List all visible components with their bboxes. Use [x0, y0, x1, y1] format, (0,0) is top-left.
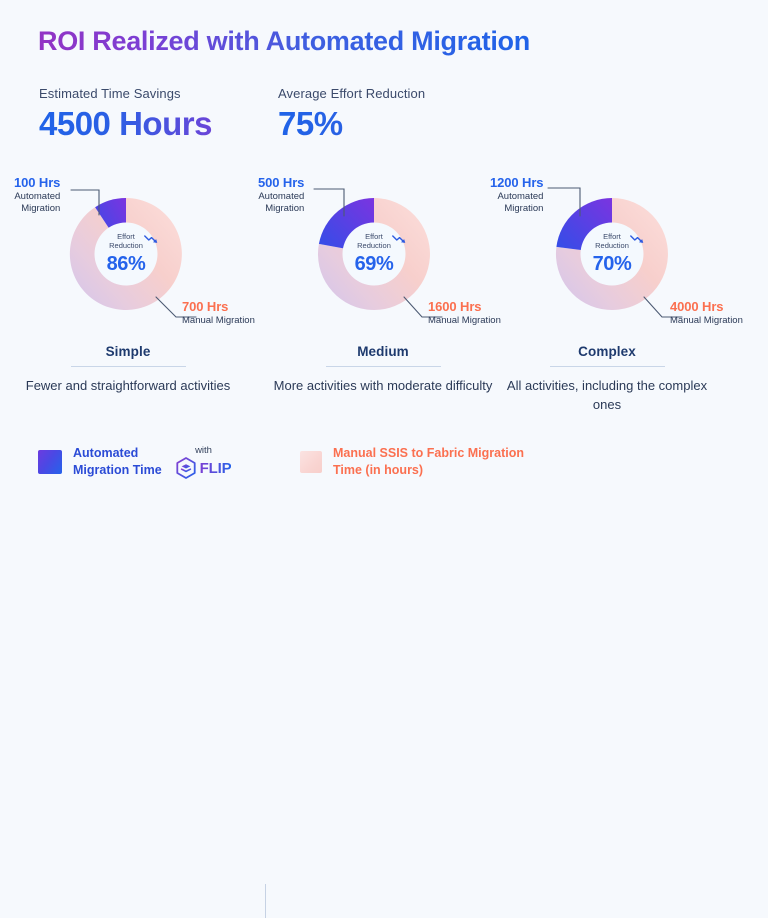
kpi-average-effort-reduction: Average Effort Reduction 75%	[278, 86, 425, 143]
category-rule	[70, 366, 186, 367]
legend-item-manual: Manual SSIS to Fabric Migration Time (in…	[300, 445, 524, 479]
legend-label-line2: Time (in hours)	[333, 462, 424, 477]
donut-graphic: Effort Reduction 69%	[310, 190, 438, 318]
callout-sub-line2: Migration	[265, 202, 305, 214]
category-rule	[549, 366, 665, 367]
kpi-value: 4500 Hours	[39, 105, 212, 142]
callout-sub-line2: Migration	[21, 202, 61, 214]
kpi-estimated-time-savings: Estimated Time Savings 4500 Hours	[39, 86, 212, 143]
legend-item-automated: Automated Migration Time with	[38, 445, 232, 479]
legend: Automated Migration Time with	[0, 440, 768, 918]
donut-graphic: Effort Reduction 70%	[548, 190, 676, 318]
donut-hole	[342, 222, 406, 286]
donut-graphic: Effort Reduction 86%	[62, 190, 190, 318]
donut-chart-simple: Effort Reduction 86% 100 Hrs Automated	[0, 168, 256, 338]
callout-automated: 100 Hrs Automated Migration	[14, 175, 61, 215]
callout-hours: 4000 Hrs	[670, 299, 724, 314]
kpi-label: Average Effort Reduction	[278, 86, 426, 101]
category-complex: Complex All activities, including the co…	[492, 344, 722, 415]
category-rule	[325, 366, 441, 367]
category-medium: Medium More activities with moderate dif…	[268, 344, 498, 396]
callout-hours: 1600 Hrs	[428, 299, 482, 314]
callout-sub-line2: Migration	[504, 202, 544, 214]
category-description: More activities with moderate difficulty	[273, 378, 493, 393]
callout-automated: 1200 Hrs Automated Migration	[490, 175, 544, 215]
category-title: Simple	[105, 344, 151, 359]
kpi-value: 75%	[278, 105, 425, 143]
donut-svg	[317, 198, 430, 310]
page-title: ROI Realized with Automated Migration	[38, 26, 530, 56]
callout-sub: Manual Migration	[182, 314, 255, 326]
callout-manual: 1600 Hrs Manual Migration	[428, 299, 501, 327]
brand-logo-row: FLIP	[176, 457, 232, 479]
callout-hours: 100 Hrs	[14, 175, 61, 190]
legend-label-line2: Migration Time	[73, 463, 162, 477]
category-title: Medium	[357, 344, 409, 359]
brand-name: FLIP	[199, 459, 232, 477]
donut-hole	[94, 222, 158, 286]
brand-block: with FLIP	[176, 445, 232, 479]
category-title: Complex	[578, 344, 636, 359]
category-simple: Simple Fewer and straightforward activit…	[13, 344, 243, 396]
donut-hole	[580, 222, 644, 286]
callout-hours: 500 Hrs	[258, 175, 305, 190]
flip-hexagon-logo-icon	[176, 457, 196, 479]
callout-hours: 700 Hrs	[182, 299, 229, 314]
kpi-label: Estimated Time Savings	[39, 86, 181, 101]
legend-label-line1: Manual SSIS to Fabric Migration	[333, 446, 524, 460]
legend-label-manual: Manual SSIS to Fabric Migration Time (in…	[333, 445, 524, 479]
legend-label-automated: Automated Migration Time	[73, 445, 162, 479]
callout-hours: 1200 Hrs	[490, 175, 544, 190]
category-description: Fewer and straightforward activities	[25, 378, 231, 393]
callout-manual: 4000 Hrs Manual Migration	[670, 299, 743, 327]
donut-chart-row: Effort Reduction 86% 100 Hrs Automated	[0, 168, 768, 338]
legend-divider	[265, 884, 266, 918]
callout-sub: Manual Migration	[428, 314, 501, 326]
callout-sub-line1: Automated	[497, 190, 544, 202]
infographic-root: ROI Realized with Automated Migration Es…	[0, 26, 768, 918]
legend-swatch-manual-icon	[300, 450, 322, 473]
callout-manual: 700 Hrs Manual Migration	[182, 299, 255, 327]
donut-svg	[555, 197, 668, 310]
donut-chart-medium: Effort Reduction 69% 500 Hrs Automated	[248, 168, 504, 338]
callout-sub-line1: Automated	[258, 190, 305, 202]
callout-sub: Manual Migration	[670, 314, 743, 326]
with-label: with	[195, 445, 212, 456]
legend-label-line1: Automated	[73, 446, 139, 461]
category-description: All activities, including the complex on…	[506, 378, 708, 412]
callout-sub-line1: Automated	[14, 190, 61, 202]
donut-chart-complex: Effort Reduction 70% 1200 Hrs Automate	[486, 168, 743, 338]
legend-swatch-automated-icon	[38, 450, 62, 474]
donut-svg	[69, 197, 182, 310]
callout-automated: 500 Hrs Automated Migration	[258, 175, 305, 215]
